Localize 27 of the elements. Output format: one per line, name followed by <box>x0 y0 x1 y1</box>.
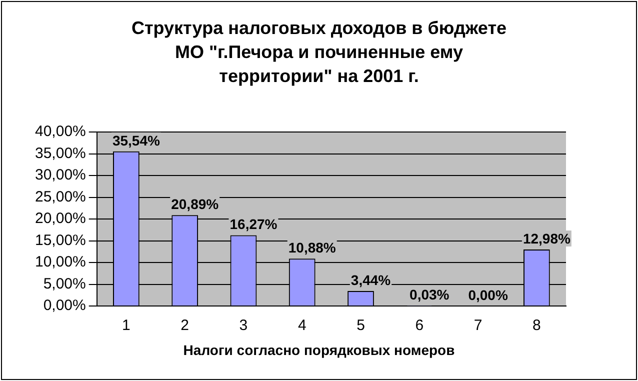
data-label: 12,98% <box>522 230 571 246</box>
x-axis-title: Налоги согласно порядковых номеров <box>182 342 456 358</box>
data-label: 35,54% <box>112 132 160 148</box>
x-tick-label: 1 <box>122 317 130 334</box>
y-tick-label: 30,00% <box>35 166 86 184</box>
x-tick-label: 7 <box>474 317 482 334</box>
data-label: 10,88% <box>288 240 336 256</box>
data-label: 3,44% <box>350 272 392 288</box>
data-label: 16,27% <box>230 216 278 232</box>
x-tick-label: 5 <box>356 317 365 334</box>
data-label: 0,00% <box>468 286 508 303</box>
y-tick-label: 15,00% <box>35 232 86 249</box>
x-tick-label: 6 <box>415 317 424 334</box>
y-tick-label: 10,00% <box>35 254 86 271</box>
y-tick-label: 35,00% <box>35 144 86 162</box>
y-tick-label: 25,00% <box>35 188 86 206</box>
x-tick-label: 8 <box>532 317 541 334</box>
data-label: 0,03% <box>410 286 450 303</box>
chart-title: Структура налоговых доходов в бюджете МО "г.Печора и починенные ему территории" на 2001 г. <box>130 17 508 88</box>
x-tick-label: 3 <box>239 317 248 334</box>
y-tick-label: 5,00% <box>43 275 86 292</box>
y-tick-label: 20,00% <box>35 210 86 228</box>
y-tick-label: 0,00% <box>43 297 86 314</box>
y-tick-label: 40,00% <box>35 123 86 140</box>
data-label: 20,89% <box>171 196 220 212</box>
x-tick-label: 4 <box>298 317 306 334</box>
x-tick-label: 2 <box>180 317 190 334</box>
